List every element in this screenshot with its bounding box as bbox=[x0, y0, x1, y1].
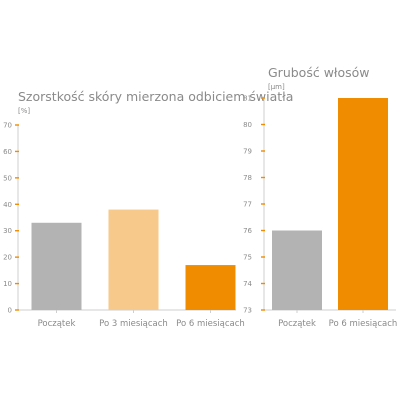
y-tick-label: 79 bbox=[243, 148, 252, 156]
y-axis-unit-label: [%] bbox=[18, 107, 30, 115]
y-tick-label: 30 bbox=[3, 227, 12, 235]
y-tick-label: 77 bbox=[243, 201, 252, 209]
y-tick-label: 78 bbox=[243, 174, 252, 182]
y-tick-label: 73 bbox=[243, 307, 252, 315]
x-category-label: Początek bbox=[278, 319, 316, 329]
bar bbox=[31, 222, 82, 310]
y-tick-label: 0 bbox=[8, 307, 12, 315]
y-axis-unit-label: [µm] bbox=[268, 83, 285, 91]
y-tick-label: 75 bbox=[243, 254, 252, 262]
x-category-label: Po 6 miesiącach bbox=[176, 319, 245, 329]
y-tick-label: 81 bbox=[243, 95, 252, 103]
y-tick-label: 10 bbox=[3, 280, 12, 288]
y-tick-label: 60 bbox=[3, 148, 12, 156]
bar bbox=[338, 98, 388, 310]
y-tick-label: 50 bbox=[3, 174, 12, 182]
chart-title: Grubość włosów bbox=[268, 65, 370, 80]
y-tick-label: 70 bbox=[3, 122, 12, 130]
y-tick-label: 74 bbox=[243, 280, 252, 288]
y-tick-label: 40 bbox=[3, 201, 12, 209]
bar bbox=[108, 209, 159, 310]
bar bbox=[272, 230, 322, 310]
x-category-label: Początek bbox=[38, 319, 76, 329]
y-tick-label: 80 bbox=[243, 121, 252, 129]
y-tick-label: 76 bbox=[243, 227, 252, 235]
chart-title: Szorstkość skóry mierzona odbiciem świat… bbox=[18, 89, 293, 104]
x-category-label: Po 6 miesiącach bbox=[329, 319, 398, 329]
y-tick-label: 20 bbox=[3, 254, 12, 262]
x-category-label: Po 3 miesiącach bbox=[99, 319, 168, 329]
bar bbox=[185, 265, 236, 310]
